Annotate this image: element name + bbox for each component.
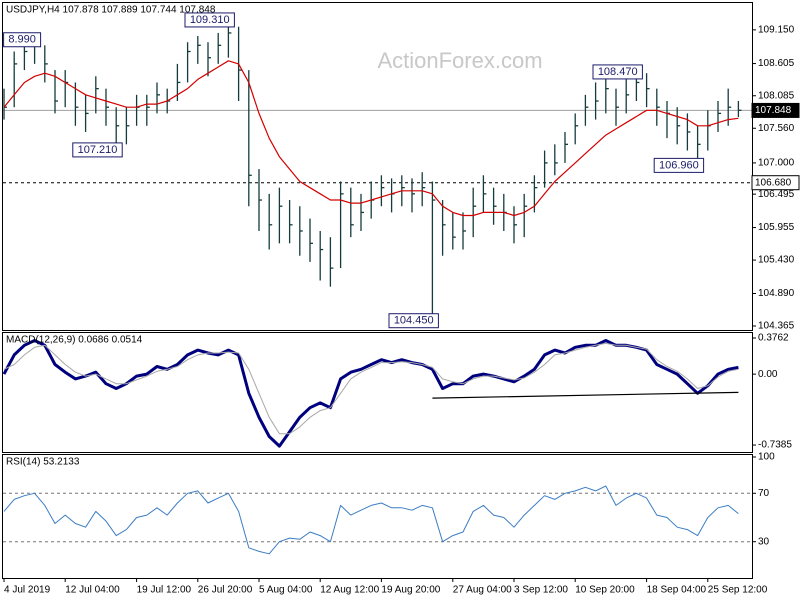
annotation-box — [3, 32, 42, 48]
annotation-label: 8.990 — [8, 34, 36, 46]
series-line — [3, 342, 739, 435]
annotation-box — [72, 142, 123, 158]
y-tick-label: 0.00 — [758, 369, 778, 380]
x-tick-label: 18 Sep 04:00 — [647, 585, 707, 596]
annotation-label: 108.470 — [598, 66, 638, 78]
y-tick-label: 108.085 — [758, 90, 795, 101]
y-tick-label: 70 — [758, 488, 770, 499]
x-tick-label: 19 Jul 12:00 — [137, 585, 192, 596]
y-tick-label: 0.3762 — [758, 333, 789, 344]
y-tick-label: 107.560 — [758, 123, 795, 134]
y-tick-label: 107.000 — [758, 158, 795, 169]
x-tick-label: 10 Sep 20:00 — [575, 585, 635, 596]
x-tick-label: 4 Jul 2019 — [4, 585, 51, 596]
annotation-label: 109.310 — [190, 14, 230, 26]
y-tick-label: -0.7385 — [758, 440, 792, 451]
x-tick-label: 12 Aug 12:00 — [320, 585, 379, 596]
panel-title: USDJPY,H4 107.878 107.889 107.744 107.84… — [6, 5, 216, 16]
annotation-box — [184, 12, 235, 28]
price-label-box — [751, 175, 800, 191]
annotation-label: 106.960 — [659, 159, 699, 171]
rsi-panel — [2, 454, 753, 579]
x-tick-label: 3 Sep 12:00 — [514, 585, 568, 596]
x-tick-label: 19 Aug 20:00 — [381, 585, 440, 596]
x-tick-label: 12 Jul 04:00 — [65, 585, 120, 596]
y-tick-label: 109.150 — [758, 24, 795, 35]
panel-title: MACD(12,26,9) 0.0686 0.0514 — [6, 335, 143, 346]
annotation-box — [592, 64, 643, 80]
trendline — [432, 391, 739, 399]
price-label: 107.848 — [755, 105, 792, 116]
price-label-box — [751, 102, 800, 118]
panel-title: RSI(14) 53.2133 — [6, 457, 80, 468]
y-tick-label: 108.605 — [758, 58, 795, 69]
price-label: 106.680 — [755, 177, 792, 188]
annotation-label: 107.210 — [78, 144, 118, 156]
annotation-box — [653, 157, 705, 173]
annotation-box — [388, 313, 439, 329]
series-line — [3, 60, 739, 217]
y-tick-label: 104.890 — [758, 288, 795, 299]
y-tick-label: 104.365 — [758, 321, 795, 332]
annotation-label: 104.450 — [394, 315, 434, 327]
x-tick-label: 25 Sep 12:00 — [708, 585, 768, 596]
y-tick-label: 106.495 — [758, 189, 795, 200]
y-tick-label: 100 — [758, 452, 775, 463]
x-tick-label: 27 Aug 04:00 — [453, 585, 512, 596]
watermark: ActionForex.com — [377, 48, 542, 73]
price-panel — [2, 2, 753, 331]
x-tick-label: 5 Aug 04:00 — [259, 585, 313, 596]
y-tick-label: 30 — [758, 536, 770, 547]
series-line — [3, 485, 739, 555]
x-tick-label: 26 Jul 20:00 — [198, 585, 253, 596]
macd-panel — [2, 332, 753, 453]
y-tick-label: 105.955 — [758, 222, 795, 233]
y-tick-label: 105.430 — [758, 255, 795, 266]
